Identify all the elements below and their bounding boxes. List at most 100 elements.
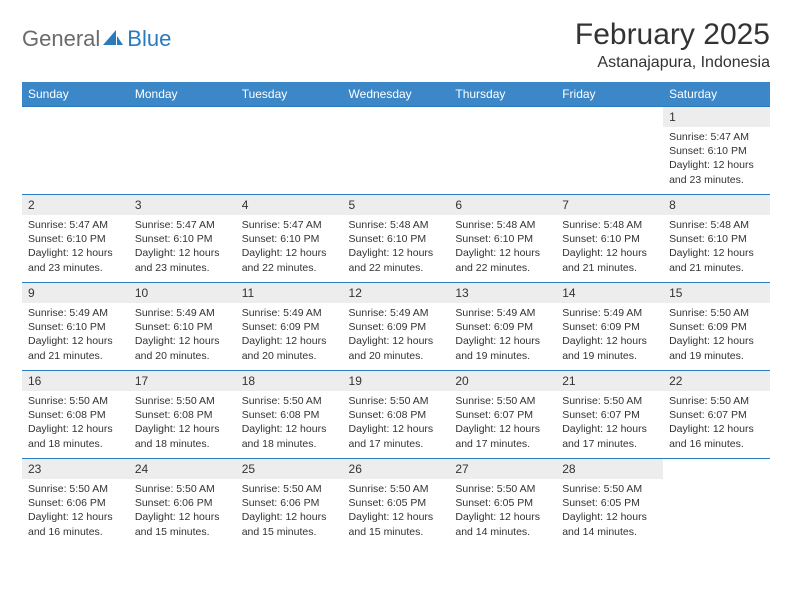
sunrise-text: Sunrise: 5:49 AM — [349, 306, 444, 320]
sunrise-text: Sunrise: 5:48 AM — [669, 218, 764, 232]
sunrise-text: Sunrise: 5:50 AM — [349, 394, 444, 408]
sunrise-text: Sunrise: 5:50 AM — [562, 394, 657, 408]
day-number: 6 — [449, 195, 556, 215]
day-number: 18 — [236, 371, 343, 391]
sunset-text: Sunset: 6:06 PM — [28, 496, 123, 510]
day-cell: 7Sunrise: 5:48 AMSunset: 6:10 PMDaylight… — [556, 195, 663, 283]
sunset-text: Sunset: 6:10 PM — [562, 232, 657, 246]
day-cell: 9Sunrise: 5:49 AMSunset: 6:10 PMDaylight… — [22, 283, 129, 371]
day-number: 5 — [343, 195, 450, 215]
sunrise-text: Sunrise: 5:50 AM — [135, 394, 230, 408]
day-cell: .. — [343, 107, 450, 195]
daylight-text: Daylight: 12 hours and 22 minutes. — [455, 246, 550, 274]
sunset-text: Sunset: 6:05 PM — [562, 496, 657, 510]
day-cell: 11Sunrise: 5:49 AMSunset: 6:09 PMDayligh… — [236, 283, 343, 371]
day-cell: .. — [129, 107, 236, 195]
day-number: 3 — [129, 195, 236, 215]
day-details: Sunrise: 5:48 AMSunset: 6:10 PMDaylight:… — [556, 215, 663, 281]
day-number: 17 — [129, 371, 236, 391]
sunrise-text: Sunrise: 5:47 AM — [135, 218, 230, 232]
weekday-header: Saturday — [663, 82, 770, 107]
day-cell: 22Sunrise: 5:50 AMSunset: 6:07 PMDayligh… — [663, 371, 770, 459]
daylight-text: Daylight: 12 hours and 18 minutes. — [28, 422, 123, 450]
day-number: 23 — [22, 459, 129, 479]
day-details: Sunrise: 5:47 AMSunset: 6:10 PMDaylight:… — [236, 215, 343, 281]
day-cell: 3Sunrise: 5:47 AMSunset: 6:10 PMDaylight… — [129, 195, 236, 283]
sunrise-text: Sunrise: 5:50 AM — [28, 482, 123, 496]
sunrise-text: Sunrise: 5:50 AM — [242, 394, 337, 408]
daylight-text: Daylight: 12 hours and 19 minutes. — [669, 334, 764, 362]
sunrise-text: Sunrise: 5:49 AM — [455, 306, 550, 320]
weekday-header: Wednesday — [343, 82, 450, 107]
daylight-text: Daylight: 12 hours and 22 minutes. — [242, 246, 337, 274]
day-details: Sunrise: 5:50 AMSunset: 6:08 PMDaylight:… — [236, 391, 343, 457]
day-cell: 10Sunrise: 5:49 AMSunset: 6:10 PMDayligh… — [129, 283, 236, 371]
day-cell: .. — [663, 459, 770, 547]
day-details: Sunrise: 5:49 AMSunset: 6:10 PMDaylight:… — [22, 303, 129, 369]
sunrise-text: Sunrise: 5:49 AM — [28, 306, 123, 320]
week-row: 9Sunrise: 5:49 AMSunset: 6:10 PMDaylight… — [22, 283, 770, 371]
sunset-text: Sunset: 6:10 PM — [135, 232, 230, 246]
day-cell: 5Sunrise: 5:48 AMSunset: 6:10 PMDaylight… — [343, 195, 450, 283]
sunset-text: Sunset: 6:09 PM — [242, 320, 337, 334]
sunset-text: Sunset: 6:08 PM — [135, 408, 230, 422]
day-cell: 8Sunrise: 5:48 AMSunset: 6:10 PMDaylight… — [663, 195, 770, 283]
month-title: February 2025 — [575, 18, 770, 52]
day-details: Sunrise: 5:48 AMSunset: 6:10 PMDaylight:… — [343, 215, 450, 281]
day-cell: 28Sunrise: 5:50 AMSunset: 6:05 PMDayligh… — [556, 459, 663, 547]
day-cell: .. — [556, 107, 663, 195]
daylight-text: Daylight: 12 hours and 15 minutes. — [349, 510, 444, 538]
day-details: Sunrise: 5:49 AMSunset: 6:10 PMDaylight:… — [129, 303, 236, 369]
day-details: Sunrise: 5:50 AMSunset: 6:06 PMDaylight:… — [236, 479, 343, 545]
sunset-text: Sunset: 6:07 PM — [455, 408, 550, 422]
sunrise-text: Sunrise: 5:49 AM — [242, 306, 337, 320]
day-cell: 17Sunrise: 5:50 AMSunset: 6:08 PMDayligh… — [129, 371, 236, 459]
day-details: Sunrise: 5:50 AMSunset: 6:07 PMDaylight:… — [449, 391, 556, 457]
day-cell: 24Sunrise: 5:50 AMSunset: 6:06 PMDayligh… — [129, 459, 236, 547]
sunrise-text: Sunrise: 5:50 AM — [28, 394, 123, 408]
day-number: 9 — [22, 283, 129, 303]
daylight-text: Daylight: 12 hours and 14 minutes. — [562, 510, 657, 538]
day-number: 15 — [663, 283, 770, 303]
calendar-table: Sunday Monday Tuesday Wednesday Thursday… — [22, 82, 770, 547]
day-cell: 25Sunrise: 5:50 AMSunset: 6:06 PMDayligh… — [236, 459, 343, 547]
week-row: 2Sunrise: 5:47 AMSunset: 6:10 PMDaylight… — [22, 195, 770, 283]
day-details: Sunrise: 5:49 AMSunset: 6:09 PMDaylight:… — [556, 303, 663, 369]
day-cell: 19Sunrise: 5:50 AMSunset: 6:08 PMDayligh… — [343, 371, 450, 459]
day-details: Sunrise: 5:49 AMSunset: 6:09 PMDaylight:… — [343, 303, 450, 369]
daylight-text: Daylight: 12 hours and 16 minutes. — [28, 510, 123, 538]
daylight-text: Daylight: 12 hours and 17 minutes. — [562, 422, 657, 450]
sunrise-text: Sunrise: 5:49 AM — [562, 306, 657, 320]
day-number: 21 — [556, 371, 663, 391]
day-number: 28 — [556, 459, 663, 479]
weekday-header: Thursday — [449, 82, 556, 107]
day-details: Sunrise: 5:50 AMSunset: 6:06 PMDaylight:… — [22, 479, 129, 545]
sunset-text: Sunset: 6:10 PM — [242, 232, 337, 246]
daylight-text: Daylight: 12 hours and 23 minutes. — [28, 246, 123, 274]
sunset-text: Sunset: 6:07 PM — [669, 408, 764, 422]
sunrise-text: Sunrise: 5:47 AM — [28, 218, 123, 232]
day-cell: 12Sunrise: 5:49 AMSunset: 6:09 PMDayligh… — [343, 283, 450, 371]
day-details: Sunrise: 5:49 AMSunset: 6:09 PMDaylight:… — [449, 303, 556, 369]
day-number: 24 — [129, 459, 236, 479]
day-details: Sunrise: 5:48 AMSunset: 6:10 PMDaylight:… — [449, 215, 556, 281]
daylight-text: Daylight: 12 hours and 17 minutes. — [349, 422, 444, 450]
day-details: Sunrise: 5:50 AMSunset: 6:08 PMDaylight:… — [129, 391, 236, 457]
weekday-header: Friday — [556, 82, 663, 107]
day-number: 12 — [343, 283, 450, 303]
sunset-text: Sunset: 6:05 PM — [455, 496, 550, 510]
daylight-text: Daylight: 12 hours and 23 minutes. — [135, 246, 230, 274]
sunset-text: Sunset: 6:06 PM — [135, 496, 230, 510]
day-cell: 18Sunrise: 5:50 AMSunset: 6:08 PMDayligh… — [236, 371, 343, 459]
day-number: 14 — [556, 283, 663, 303]
location: Astanajapura, Indonesia — [575, 54, 770, 72]
week-row: 16Sunrise: 5:50 AMSunset: 6:08 PMDayligh… — [22, 371, 770, 459]
sunset-text: Sunset: 6:08 PM — [349, 408, 444, 422]
day-cell: 6Sunrise: 5:48 AMSunset: 6:10 PMDaylight… — [449, 195, 556, 283]
day-number: 10 — [129, 283, 236, 303]
title-block: February 2025 Astanajapura, Indonesia — [575, 18, 770, 72]
sunrise-text: Sunrise: 5:48 AM — [455, 218, 550, 232]
day-details: Sunrise: 5:49 AMSunset: 6:09 PMDaylight:… — [236, 303, 343, 369]
day-details: Sunrise: 5:47 AMSunset: 6:10 PMDaylight:… — [129, 215, 236, 281]
sunset-text: Sunset: 6:07 PM — [562, 408, 657, 422]
